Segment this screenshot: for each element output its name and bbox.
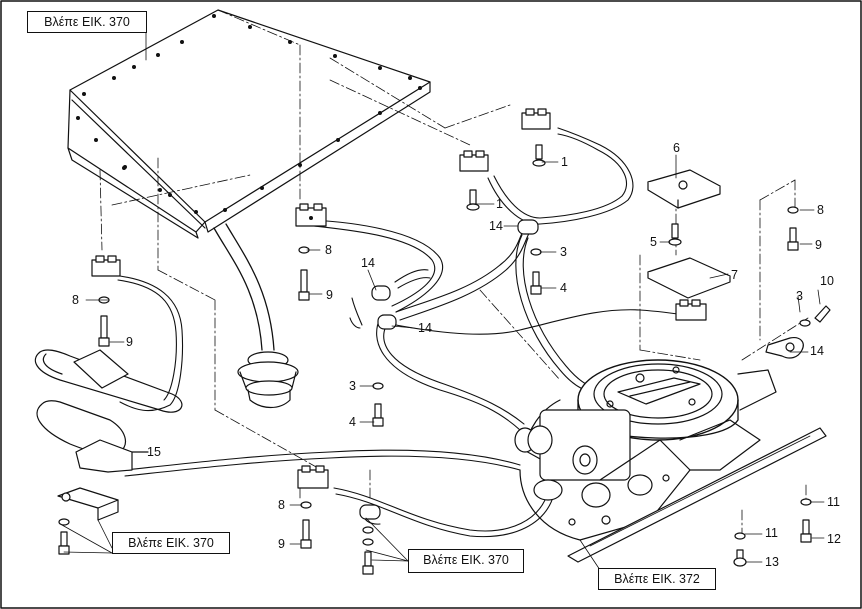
callout-14: 14 [361, 256, 375, 270]
connectors [91, 108, 707, 489]
fasteners [58, 144, 831, 575]
cover-plate-part [67, 9, 431, 409]
strap-bracket [34, 349, 183, 521]
callout-10: 10 [820, 274, 834, 288]
callout-4: 4 [349, 415, 356, 429]
callout-4: 4 [560, 281, 567, 295]
callout-11: 11 [827, 495, 840, 509]
plate-6 [647, 169, 721, 209]
callout-3: 3 [560, 245, 567, 259]
callout-9: 9 [278, 537, 285, 551]
callout-14: 14 [810, 344, 824, 358]
cable-clamps [359, 219, 804, 520]
callout-8: 8 [278, 498, 285, 512]
ref-box-bottom-left: Βλέπε ΕΙΚ. 370 [112, 532, 230, 554]
ref-box-top-left: Βλέπε ΕΙΚ. 370 [27, 11, 147, 33]
callout-9: 9 [126, 335, 133, 349]
callout-14: 14 [489, 219, 503, 233]
callout-14: 14 [418, 321, 432, 335]
callout-1: 1 [561, 155, 568, 169]
callout-6: 6 [673, 141, 680, 155]
callout-9: 9 [815, 238, 822, 252]
main-mechanism [514, 359, 827, 563]
callout-7: 7 [731, 268, 738, 282]
ref-box-bottom-center: Βλέπε ΕΙΚ. 370 [408, 549, 524, 573]
callout-8: 8 [325, 243, 332, 257]
callout-5: 5 [650, 235, 657, 249]
callout-11: 11 [765, 526, 778, 540]
callout-8: 8 [72, 293, 79, 307]
callout-15: 15 [147, 445, 161, 459]
callout-1: 1 [496, 197, 503, 211]
plate-7 [647, 257, 731, 299]
leader-lines [61, 24, 825, 571]
construction-lines [99, 9, 809, 536]
callout-9: 9 [326, 288, 333, 302]
callout-3: 3 [349, 379, 356, 393]
cable-harness [111, 127, 706, 538]
ref-box-bottom-right: Βλέπε ΕΙΚ. 372 [598, 568, 716, 590]
callout-12: 12 [827, 532, 841, 546]
callout-8: 8 [817, 203, 824, 217]
callout-13: 13 [765, 555, 779, 569]
callout-3: 3 [796, 289, 803, 303]
